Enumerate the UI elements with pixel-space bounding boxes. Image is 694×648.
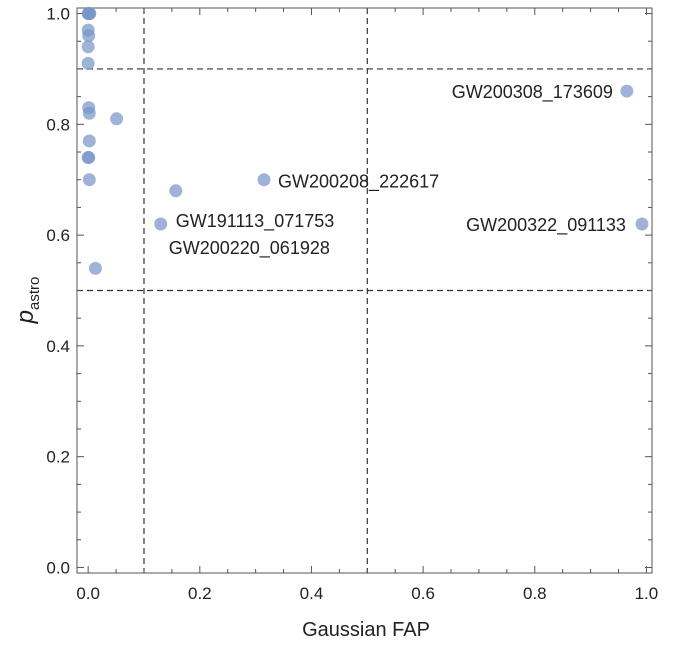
data-point: [82, 106, 96, 120]
data-point: [154, 217, 168, 231]
x-tick-label: 0.4: [300, 584, 324, 603]
point-label: GW200208_222617: [278, 172, 439, 193]
y-axis-title-main: p: [12, 310, 39, 324]
data-point: [82, 151, 96, 165]
data-point: [81, 40, 95, 54]
data-point: [635, 217, 649, 231]
axis-ticks: 0.0 0.2 0.4 0.6 0.8 1.0 0.0 0.2 0.4 0.6 0.8 1.0: [46, 5, 658, 603]
point-label: GW200322_091133: [466, 215, 626, 236]
data-points: [81, 7, 649, 275]
x-tick-label: 0.0: [76, 584, 100, 603]
data-point: [82, 134, 96, 148]
reference-lines: [77, 8, 652, 573]
data-point: [81, 56, 95, 70]
x-tick-label: 1.0: [635, 584, 659, 603]
y-tick-label: 0.8: [46, 115, 70, 134]
data-point: [83, 7, 97, 21]
point-label: GW200308_173609: [452, 82, 613, 103]
data-point: [257, 173, 271, 187]
data-point: [110, 112, 124, 126]
data-point: [620, 84, 634, 98]
point-label: GW200220_061928: [169, 238, 330, 259]
y-tick-label: 0.2: [46, 448, 70, 467]
y-tick-label: 0.0: [46, 558, 70, 577]
data-point: [169, 184, 183, 198]
point-label: GW191113_071753: [176, 211, 334, 232]
y-tick-label: 0.4: [46, 337, 70, 356]
y-tick-label: 0.6: [46, 226, 70, 245]
x-tick-label: 0.6: [411, 584, 435, 603]
x-tick-label: 0.8: [523, 584, 547, 603]
data-point: [88, 261, 102, 275]
y-axis-title-sub: astro: [26, 277, 43, 310]
data-point: [82, 29, 96, 43]
y-tick-label: 1.0: [46, 5, 70, 24]
point-annotations: GW200308_173609 GW200208_222617 GW191113_0…: [169, 82, 626, 259]
y-axis-title: pastro: [12, 277, 43, 325]
x-tick-label: 0.2: [188, 584, 212, 603]
data-point: [82, 173, 96, 187]
x-axis-title: Gaussian FAP: [302, 619, 430, 641]
